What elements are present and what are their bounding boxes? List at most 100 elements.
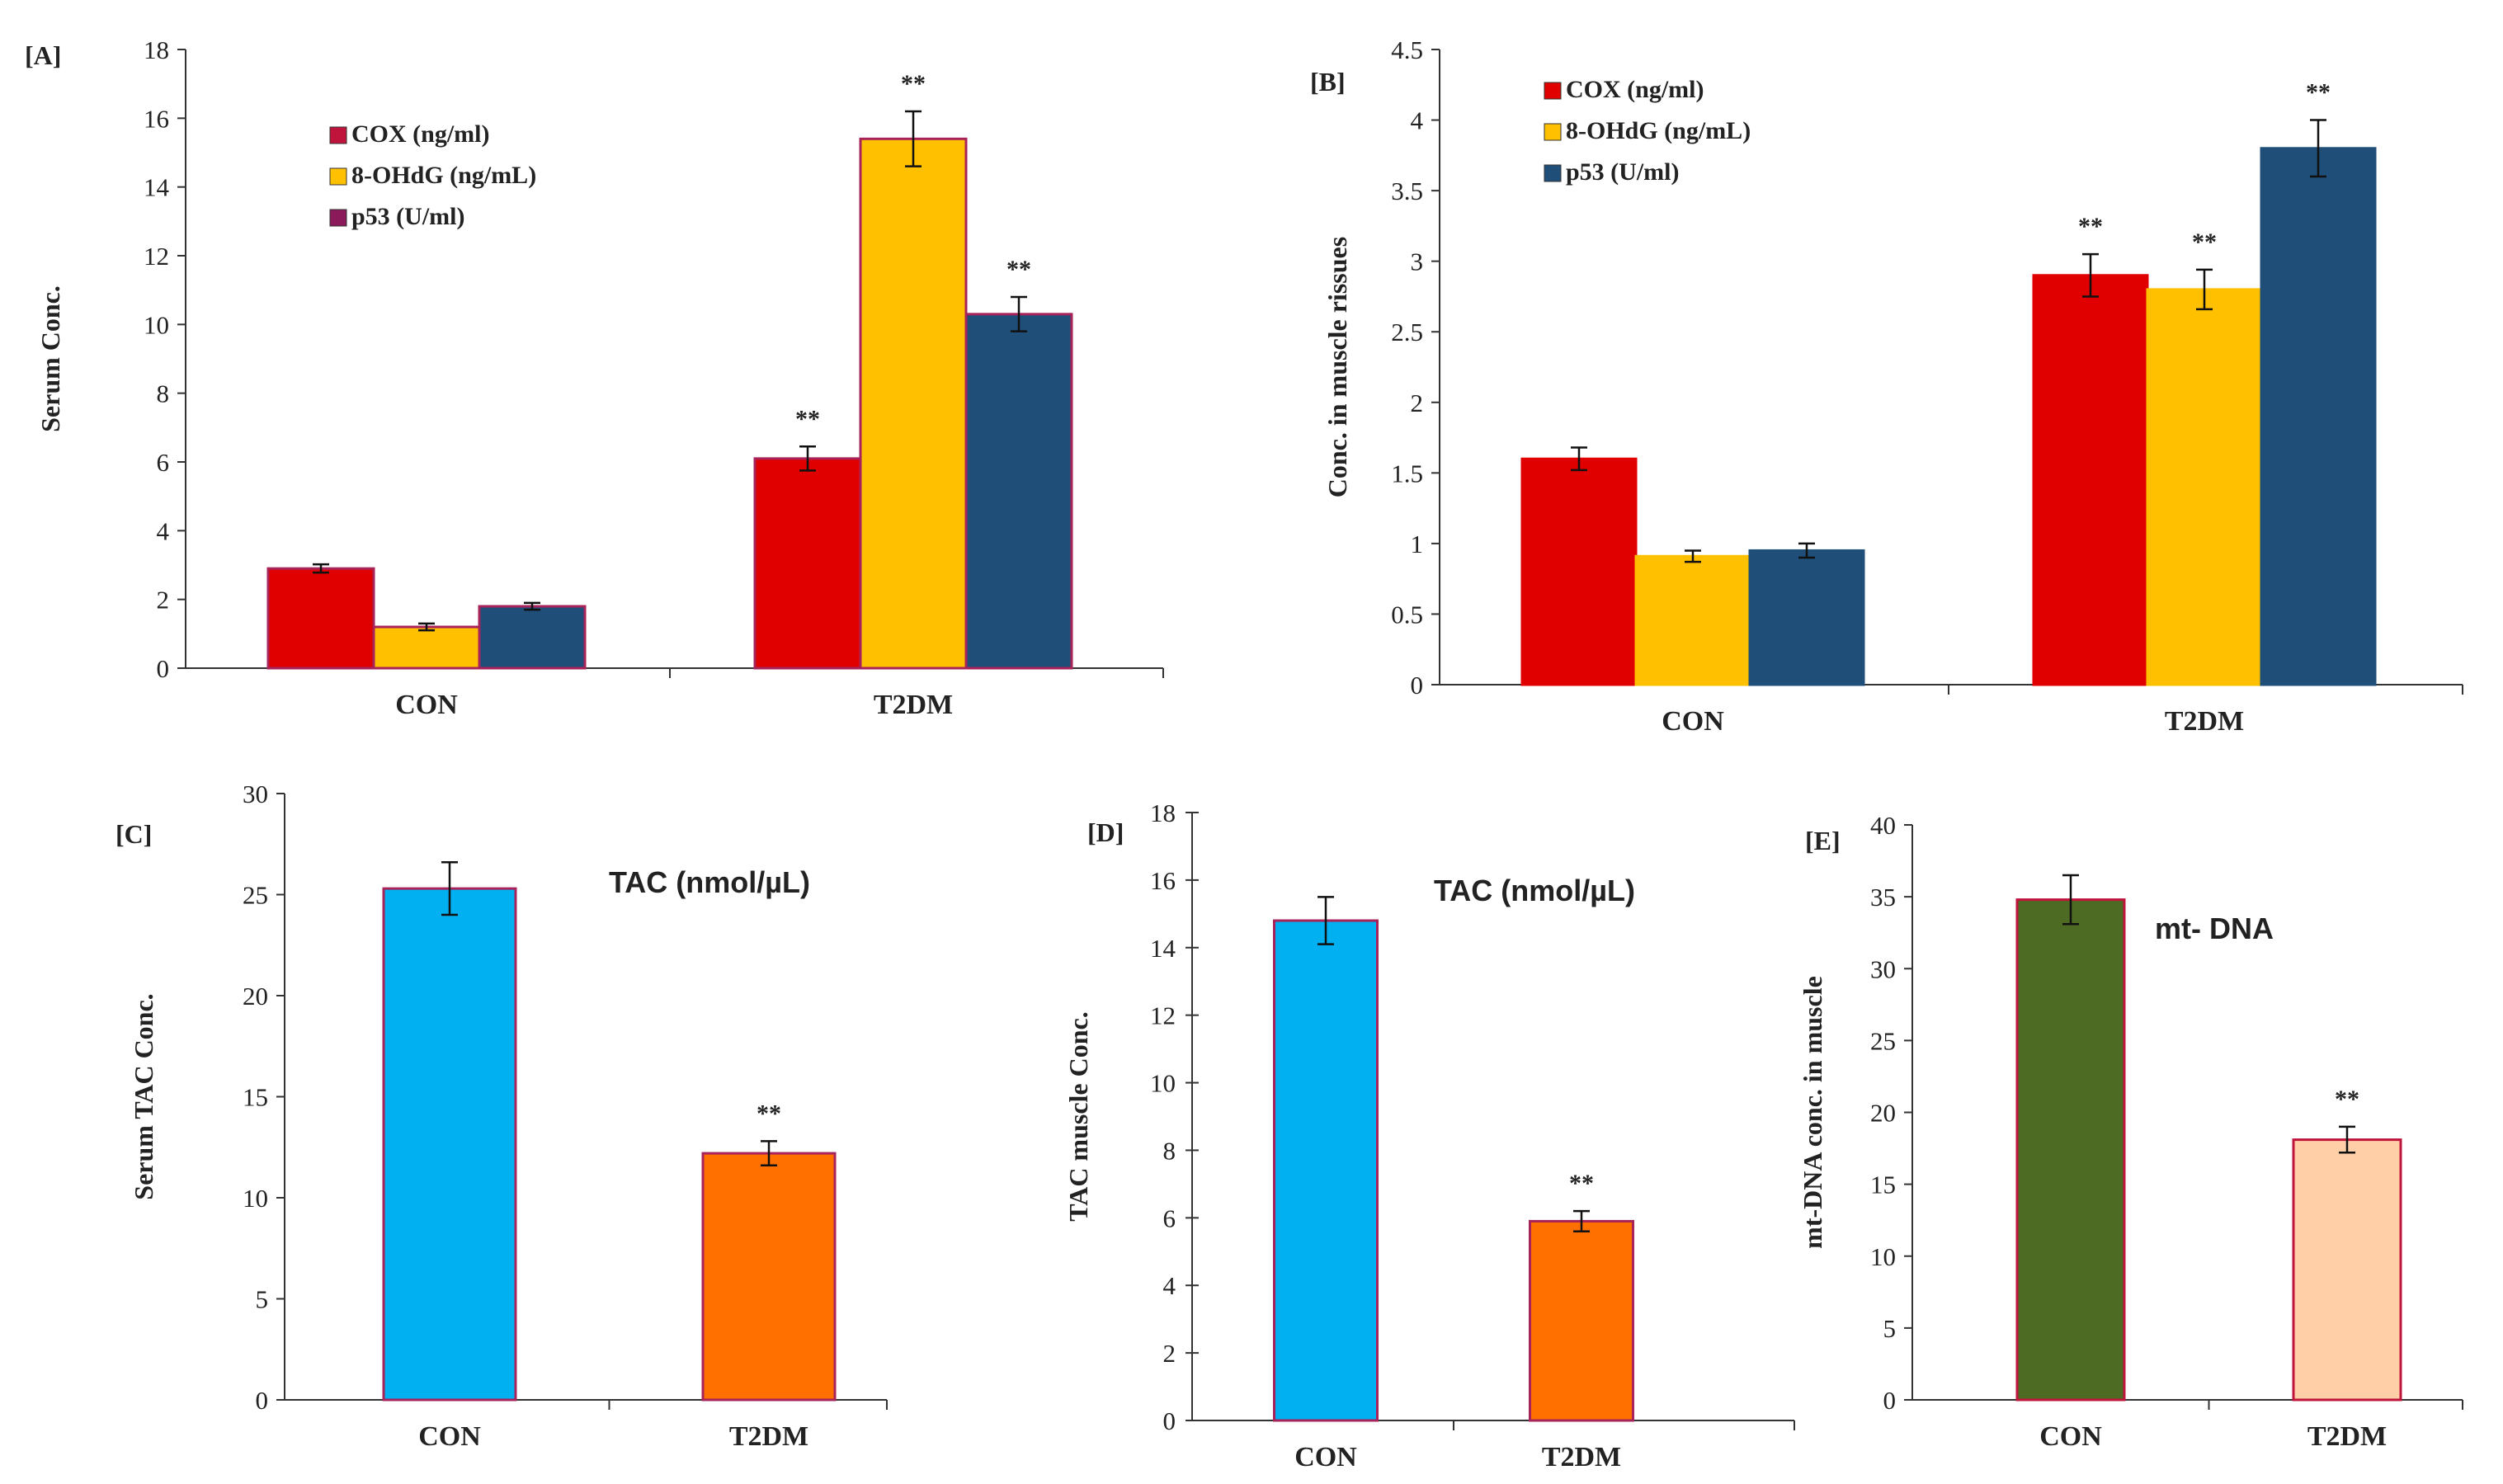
y-tick-label: 0.5: [1391, 600, 1423, 629]
panel-label: [B]: [1310, 67, 1346, 97]
x-tick-label: CON: [1294, 1442, 1357, 1472]
bar-b-t2dm-s1: [2146, 288, 2263, 686]
bar-c-con: [382, 887, 517, 1402]
chart-title: TAC (nmol/µL): [609, 865, 810, 899]
legend-swatch: [1544, 164, 1562, 182]
legend-label: COX (ng/ml): [351, 120, 490, 148]
bar-b-con-s0: [1520, 457, 1638, 686]
y-tick-label: 4: [1163, 1271, 1176, 1300]
y-tick-label: 30: [1870, 954, 1896, 983]
legend-label: 8-OHdG (ng/mL): [1566, 117, 1751, 144]
significance-label: **: [757, 1100, 781, 1127]
y-tick-label: 0: [256, 1386, 269, 1415]
y-tick-label: 5: [1883, 1314, 1897, 1343]
panel-label: [D]: [1087, 817, 1124, 847]
y-tick-label: 8: [1163, 1136, 1176, 1165]
bar-a-t2dm-s1: [859, 137, 968, 670]
y-tick-label: 15: [243, 1083, 268, 1112]
legend-label: p53 (U/ml): [1566, 158, 1680, 186]
y-tick-label: 10: [1870, 1242, 1896, 1271]
bar-b-t2dm-s2: [2260, 147, 2377, 686]
x-tick-label: T2DM: [1542, 1442, 1621, 1472]
bar-c-t2dm: [701, 1152, 837, 1402]
y-tick-label: 8: [157, 379, 170, 408]
chart-panel-d: [D] 0 2 4 6 8 10 12 14 16 18 TAC muscle Conc. TAC (n…: [1063, 799, 1795, 1472]
y-tick-label: 14: [1150, 934, 1176, 963]
significance-label: **: [795, 405, 820, 432]
significance-label: **: [2192, 228, 2217, 256]
y-tick-label: 4: [157, 516, 170, 545]
y-tick-label: 4: [1411, 106, 1424, 135]
y-axis-title: Serum Conc.: [35, 285, 65, 432]
y-axis-title: TAC muscle Conc.: [1063, 1011, 1093, 1222]
significance-label: **: [2306, 79, 2331, 106]
y-tick-label: 16: [1150, 866, 1176, 895]
panel-label: [E]: [1805, 826, 1841, 855]
legend-label: p53 (U/ml): [351, 203, 465, 230]
bar-e-t2dm: [2292, 1138, 2402, 1402]
y-tick-label: 25: [243, 881, 268, 910]
x-tick-label: T2DM: [2165, 706, 2244, 737]
y-tick-label: 15: [1870, 1171, 1896, 1199]
x-tick-label: T2DM: [2307, 1421, 2387, 1452]
y-tick-label: 14: [144, 173, 170, 202]
significance-label: **: [1006, 256, 1031, 283]
x-tick-label: T2DM: [874, 690, 953, 720]
y-axis-title: Conc. in muscle rissues: [1322, 237, 1352, 497]
x-tick-label: T2DM: [729, 1421, 808, 1452]
bar-a-t2dm-s0: [753, 457, 862, 670]
bar-e-con: [2015, 898, 2126, 1402]
y-tick-label: 20: [1870, 1099, 1896, 1128]
y-axis-title: Serum TAC Conc.: [129, 993, 158, 1199]
y-tick-label: 0: [157, 654, 170, 683]
y-tick-label: 3: [1411, 247, 1424, 276]
y-tick-label: 16: [144, 104, 169, 133]
bar-a-t2dm-s2: [964, 313, 1073, 670]
y-axis-title: mt-DNA conc. in muscle: [1798, 976, 1827, 1249]
y-tick-label: 1: [1411, 530, 1424, 558]
chart-panel-c: [C] 0 5 10 15 20 25 30 Serum TAC Conc. TAC (nmol/…: [115, 780, 888, 1452]
legend-swatch: [329, 167, 347, 186]
y-tick-label: 1.5: [1391, 459, 1423, 488]
y-tick-label: 18: [144, 35, 169, 64]
chart-title: TAC (nmol/µL): [1434, 874, 1635, 907]
panel-label: [A]: [25, 40, 61, 70]
bar-d-t2dm: [1529, 1219, 1634, 1422]
chart-title: mt- DNA: [2155, 912, 2274, 945]
bar-d-con: [1273, 919, 1379, 1422]
legend-swatch: [1544, 123, 1562, 141]
chart-panel-b: [B] 0 0.5 1 1.5 2 2.5 3 3.5 4 4.5 Conc. in muscle r…: [1310, 35, 2463, 737]
y-tick-label: 10: [144, 310, 169, 339]
bar-a-con-s1: [372, 625, 481, 670]
y-tick-label: 2: [1411, 389, 1424, 417]
y-tick-label: 3.5: [1391, 177, 1423, 205]
legend-label: 8-OHdG (ng/mL): [351, 162, 536, 189]
x-tick-label: CON: [1662, 706, 1724, 737]
significance-label: **: [1569, 1170, 1594, 1197]
bar-b-con-s2: [1748, 549, 1865, 686]
y-tick-label: 0: [1883, 1386, 1897, 1415]
x-tick-label: CON: [2039, 1421, 2102, 1452]
y-tick-label: 0: [1411, 671, 1424, 700]
x-tick-label: CON: [395, 690, 458, 720]
y-tick-label: 12: [144, 242, 169, 271]
y-tick-label: 10: [1150, 1069, 1176, 1098]
legend-label: COX (ng/ml): [1566, 76, 1704, 103]
x-tick-label: CON: [418, 1421, 481, 1452]
legend-swatch: [329, 209, 347, 227]
panel-label: [C]: [115, 819, 152, 849]
chart-panel-a: [A] 0 2 4 6 8 10 12 14 16 18 Serum Conc. ** ** ** CON T2…: [25, 35, 1164, 720]
significance-label: **: [2335, 1086, 2359, 1113]
y-tick-label: 40: [1870, 811, 1896, 840]
y-tick-label: 18: [1150, 799, 1176, 827]
bar-b-t2dm-s0: [2032, 274, 2149, 686]
legend-swatch: [329, 126, 347, 144]
y-tick-label: 2: [1163, 1339, 1176, 1368]
y-tick-label: 6: [157, 448, 170, 477]
y-tick-label: 5: [256, 1285, 269, 1314]
chart-panel-e: [E] 0 5 10 15 20 25 30 35 40 mt-DNA conc. in muscl…: [1798, 811, 2463, 1452]
y-tick-label: 30: [243, 780, 268, 808]
bar-a-con-s2: [478, 605, 587, 670]
y-tick-label: 2.5: [1391, 318, 1423, 346]
